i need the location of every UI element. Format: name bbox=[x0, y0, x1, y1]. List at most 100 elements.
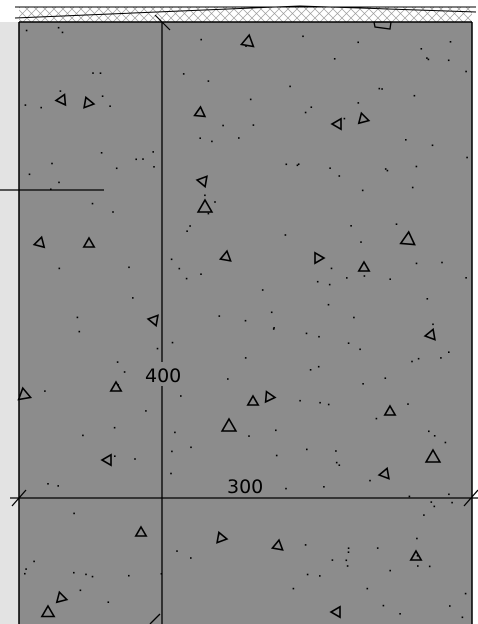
aggregate-dot bbox=[296, 164, 299, 167]
aggregate-dot bbox=[113, 426, 116, 429]
aggregate-triangle bbox=[409, 549, 423, 561]
aggregate-dot bbox=[204, 194, 206, 197]
aggregate-dot bbox=[302, 35, 304, 38]
aggregate-dot bbox=[58, 267, 61, 270]
aggregate-dot bbox=[78, 330, 81, 333]
aggregate-dot bbox=[384, 377, 387, 379]
aggregate-dot bbox=[91, 202, 94, 205]
top-hatch-strip bbox=[19, 7, 472, 22]
aggregate-dot bbox=[222, 124, 224, 127]
aggregate-dot bbox=[328, 283, 331, 286]
aggregate-dot bbox=[25, 29, 28, 32]
aggregate-dot bbox=[417, 565, 419, 567]
aggregate-dot bbox=[357, 41, 359, 44]
horizontal-dimension-label-bg bbox=[224, 474, 268, 496]
aggregate-dot bbox=[47, 483, 49, 485]
aggregate-texture bbox=[17, 26, 468, 619]
aggregate-dot bbox=[142, 158, 144, 160]
aggregate-dot bbox=[109, 105, 111, 107]
aggregate-dot bbox=[285, 163, 288, 166]
aggregate-triangle bbox=[83, 95, 96, 109]
aggregate-triangle bbox=[55, 590, 69, 604]
aggregate-dot bbox=[408, 495, 411, 498]
aggregate-dot bbox=[178, 267, 181, 270]
aggregate-dot bbox=[444, 441, 447, 444]
aggregate-dot bbox=[245, 45, 247, 47]
aggregate-dot bbox=[176, 550, 178, 552]
aggregate-triangle bbox=[329, 605, 341, 619]
aggregate-dot bbox=[366, 587, 369, 590]
aggregate-dot bbox=[464, 592, 467, 595]
aggregate-dot bbox=[51, 162, 53, 165]
aggregate-dot bbox=[272, 328, 275, 330]
aggregate-dot bbox=[309, 369, 312, 371]
aggregate-dot bbox=[275, 429, 277, 432]
aggregate-dot bbox=[227, 378, 229, 380]
aggregate-dot bbox=[384, 168, 387, 170]
aggregate-dot bbox=[451, 501, 453, 504]
aggregate-dot bbox=[327, 303, 330, 306]
aggregate-dot bbox=[362, 383, 364, 385]
aggregate-triangle bbox=[196, 198, 214, 213]
aggregate-dot bbox=[152, 151, 154, 153]
aggregate-dot bbox=[199, 137, 201, 139]
aggregate-dot bbox=[304, 111, 307, 114]
aggregate-dot bbox=[61, 31, 64, 34]
aggregate-dot bbox=[329, 167, 331, 169]
aggregate-triangle bbox=[239, 33, 255, 48]
aggregate-dot bbox=[170, 472, 172, 475]
top-right-mark bbox=[373, 21, 392, 30]
aggregate-dot bbox=[306, 573, 309, 576]
aggregate-triangle bbox=[330, 117, 342, 131]
aggregate-dot bbox=[338, 464, 341, 466]
aggregate-dot bbox=[24, 104, 27, 106]
aggregate-dot bbox=[386, 169, 389, 172]
aggregate-dot bbox=[115, 167, 118, 170]
aggregate-dot bbox=[261, 289, 264, 291]
aggregate-dot bbox=[331, 559, 334, 561]
dimension-tick-right bbox=[463, 489, 478, 507]
dimension-tick-bottom bbox=[149, 613, 161, 624]
aggregate-dot bbox=[319, 401, 321, 404]
aggregate-dot bbox=[50, 188, 52, 191]
aggregate-dot bbox=[466, 156, 468, 159]
aggregate-dot bbox=[33, 560, 35, 563]
vertical-dimension-label: 400 bbox=[145, 365, 181, 387]
aggregate-dot bbox=[305, 332, 308, 335]
aggregate-dot bbox=[338, 175, 341, 177]
aggregate-dot bbox=[361, 189, 364, 192]
aggregate-dot bbox=[431, 144, 434, 147]
aggregate-dot bbox=[114, 455, 116, 457]
aggregate-triangle bbox=[32, 235, 46, 249]
left-panel bbox=[0, 22, 19, 624]
aggregate-dot bbox=[316, 280, 319, 283]
aggregate-dot bbox=[182, 73, 185, 75]
aggregate-dot bbox=[40, 106, 42, 109]
aggregate-dot bbox=[416, 537, 418, 540]
aggregate-triangle bbox=[218, 249, 232, 262]
aggregate-dot bbox=[449, 41, 452, 43]
aggregate-dot bbox=[353, 316, 355, 319]
aggregate-dot bbox=[423, 514, 425, 516]
aggregate-dot bbox=[123, 371, 126, 373]
aggregate-dot bbox=[448, 493, 450, 496]
aggregate-dot bbox=[92, 72, 94, 74]
aggregate-triangle bbox=[423, 327, 436, 341]
aggregate-dot bbox=[433, 505, 436, 508]
aggregate-dot bbox=[327, 403, 330, 406]
aggregate-dot bbox=[427, 58, 430, 61]
aggregate-dot bbox=[200, 273, 202, 275]
aggregate-dot bbox=[428, 430, 430, 433]
aggregate-dot bbox=[389, 278, 391, 280]
aggregate-dot bbox=[346, 565, 349, 567]
aggregate-triangle bbox=[134, 525, 148, 537]
aggregate-dot bbox=[343, 117, 346, 120]
aggregate-dot bbox=[249, 98, 252, 101]
aggregate-dot bbox=[399, 613, 401, 615]
aggregate-dot bbox=[145, 410, 147, 412]
aggregate-dot bbox=[411, 360, 413, 363]
aggregate-dot bbox=[170, 258, 173, 261]
aggregate-dot bbox=[299, 399, 301, 402]
aggregate-dot bbox=[359, 348, 361, 351]
aggregate-dot bbox=[417, 357, 420, 360]
